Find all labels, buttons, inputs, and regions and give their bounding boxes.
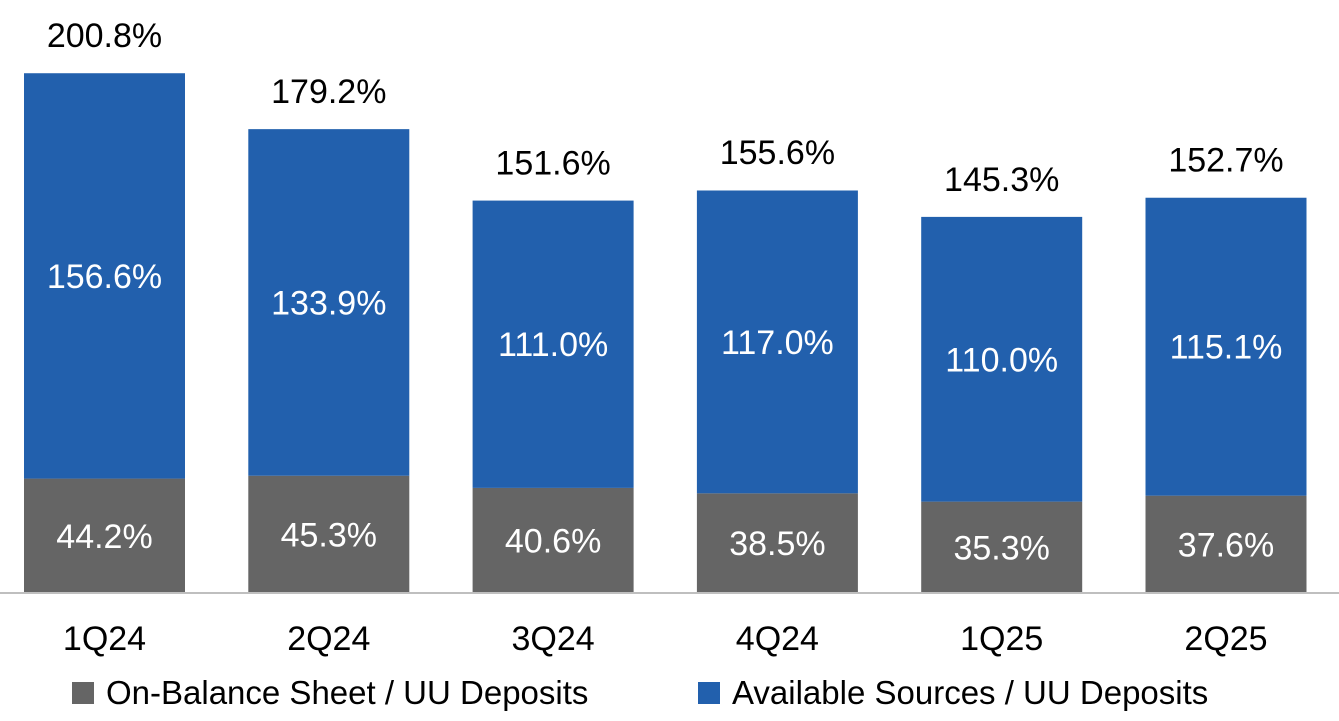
x-tick-label: 2Q25 (1184, 620, 1267, 658)
x-tick-label: 1Q24 (63, 620, 146, 658)
legend-swatch-available-sources (698, 682, 720, 704)
data-label-available-sources: 156.6% (47, 258, 162, 296)
bar-segment-on-balance (921, 501, 1083, 593)
bar-segment-on-balance (248, 475, 410, 593)
bar-segment-available-sources (921, 216, 1083, 502)
bar-segment-on-balance (24, 478, 185, 593)
data-label-available-sources: 117.0% (721, 324, 834, 362)
x-tick-label: 4Q24 (736, 620, 819, 658)
bar-segment-on-balance (696, 493, 858, 593)
data-label-available-sources: 133.9% (271, 284, 386, 322)
legend-item-available-sources: Available Sources / UU Deposits (698, 668, 1208, 718)
bar-segment-available-sources (472, 200, 634, 488)
total-label: 200.8% (47, 17, 162, 55)
bar-segment-available-sources (696, 190, 858, 494)
data-label-available-sources: 111.0% (498, 326, 608, 364)
data-label-on-balance: 45.3% (281, 516, 377, 554)
data-label-on-balance: 44.2% (56, 518, 152, 556)
data-label-on-balance: 38.5% (729, 525, 825, 563)
bar-segment-on-balance (1145, 495, 1307, 593)
bar-segment-available-sources (24, 73, 185, 479)
legend-swatch-on-balance-sheet (72, 682, 94, 704)
data-label-on-balance: 37.6% (1178, 526, 1274, 564)
total-label: 155.6% (720, 134, 835, 172)
legend-label-available-sources: Available Sources / UU Deposits (732, 674, 1209, 711)
bar-segment-available-sources (1145, 197, 1307, 496)
x-tick-label: 1Q25 (960, 620, 1043, 658)
data-label-on-balance: 35.3% (953, 529, 1049, 567)
total-label: 151.6% (495, 145, 610, 183)
data-label-on-balance: 40.6% (505, 522, 601, 560)
x-tick-label: 3Q24 (512, 620, 595, 658)
legend-label-on-balance-sheet: On-Balance Sheet / UU Deposits (106, 674, 589, 711)
legend: On-Balance Sheet / UU Deposits Available… (0, 668, 1339, 718)
legend-item-on-balance-sheet: On-Balance Sheet / UU Deposits (72, 668, 588, 718)
data-label-available-sources: 110.0% (945, 341, 1058, 379)
stacked-bar-chart: 44.2% 156.6% 200.8% 1Q24 45.3% 133.9% 179.2% 2Q… (0, 17, 1339, 658)
bar-segment-on-balance (472, 487, 634, 593)
data-label-available-sources: 115.1% (1170, 329, 1283, 367)
bar-segment-available-sources (248, 129, 410, 476)
total-label: 152.7% (1168, 142, 1283, 180)
x-tick-label: 2Q24 (287, 620, 370, 658)
total-label: 145.3% (944, 161, 1059, 199)
total-label: 179.2% (271, 73, 386, 111)
